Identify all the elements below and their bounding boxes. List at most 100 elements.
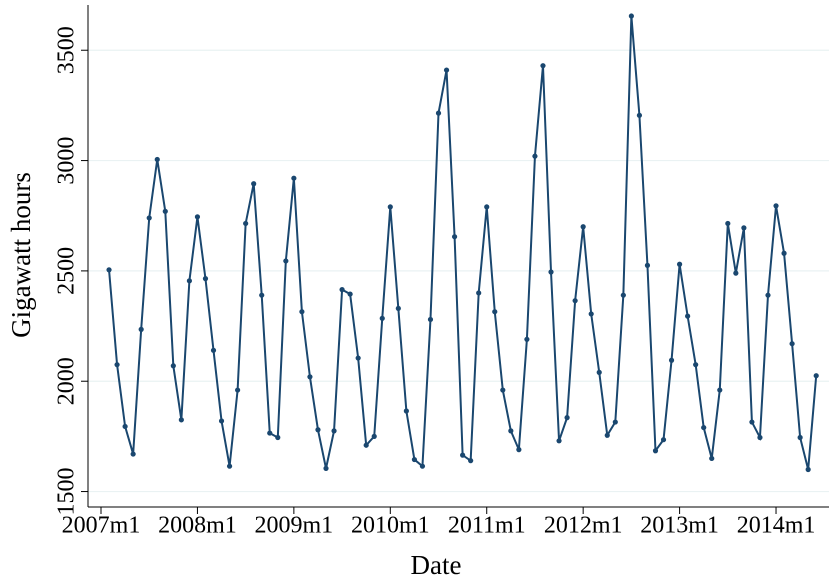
point [162,208,168,214]
point [379,315,385,321]
point [765,292,771,298]
point [363,442,369,448]
point [251,181,257,187]
point [709,455,715,462]
point [789,341,795,347]
point [315,427,321,433]
point [299,309,305,315]
point [443,67,450,73]
point [194,214,201,220]
point [652,448,659,454]
point [218,418,225,424]
point [693,362,699,368]
point [660,437,667,443]
point [685,313,691,319]
point [178,417,184,423]
point [307,374,313,380]
point [572,298,578,304]
x-tick-label: 2014m1 [737,513,816,539]
point [210,347,217,353]
point [275,434,281,441]
point [676,261,683,267]
point [532,153,538,159]
point [138,326,144,332]
point [468,458,474,464]
point [291,175,297,181]
point [757,434,763,441]
point [805,466,811,473]
point [355,355,361,361]
point [813,373,819,379]
point [259,292,265,298]
point [403,408,409,414]
point [202,276,209,282]
point [733,270,739,276]
x-tick-label: 2013m1 [640,513,719,539]
point [556,438,562,444]
y-tick-label: 3500 [54,26,80,74]
point [580,224,586,230]
point [797,434,803,441]
point [267,430,273,436]
point [644,262,651,268]
x-tick-label: 2011m1 [448,513,526,539]
point [427,316,434,323]
point [508,428,514,434]
point [612,419,618,425]
y-tick-label: 2500 [54,247,80,295]
x-tick-label: 2009m1 [255,513,334,539]
point [395,305,401,312]
point [668,357,675,363]
point [331,428,337,434]
point [588,311,594,317]
point [460,452,466,458]
point [524,336,530,342]
point [548,269,554,275]
point [371,433,377,439]
point [130,451,136,457]
point [347,291,353,297]
point [323,465,329,471]
point [516,447,522,453]
x-tick-label: 2012m1 [544,513,623,539]
point [725,220,731,227]
point [226,463,233,469]
x-tick-label: 2010m1 [351,513,430,539]
point [701,424,707,431]
y-tick-label: 1500 [54,468,80,516]
point [604,432,610,438]
point [283,258,289,264]
point [781,250,787,256]
point [540,63,546,69]
point [492,309,498,315]
point [387,204,393,210]
point [154,156,160,163]
point [186,278,192,284]
point [339,287,345,293]
point [170,363,176,369]
point [451,234,458,240]
x-tick-label: 2007m1 [62,513,141,539]
point [749,419,755,425]
point [106,267,112,273]
point [114,362,120,368]
point [741,225,747,231]
point [122,423,128,430]
point [419,463,426,469]
point [717,387,723,393]
point [564,415,570,421]
x-tick-label: 2008m1 [158,513,237,539]
point [636,112,643,118]
y-tick-label: 2000 [54,357,80,405]
point [628,13,634,19]
point [476,290,482,296]
point [596,369,602,375]
y-axis-label: Gigawatt hours [6,172,36,338]
point [484,204,490,210]
x-axis-label: Date [411,550,462,580]
point [773,203,779,209]
point [500,387,506,393]
point [235,387,241,393]
